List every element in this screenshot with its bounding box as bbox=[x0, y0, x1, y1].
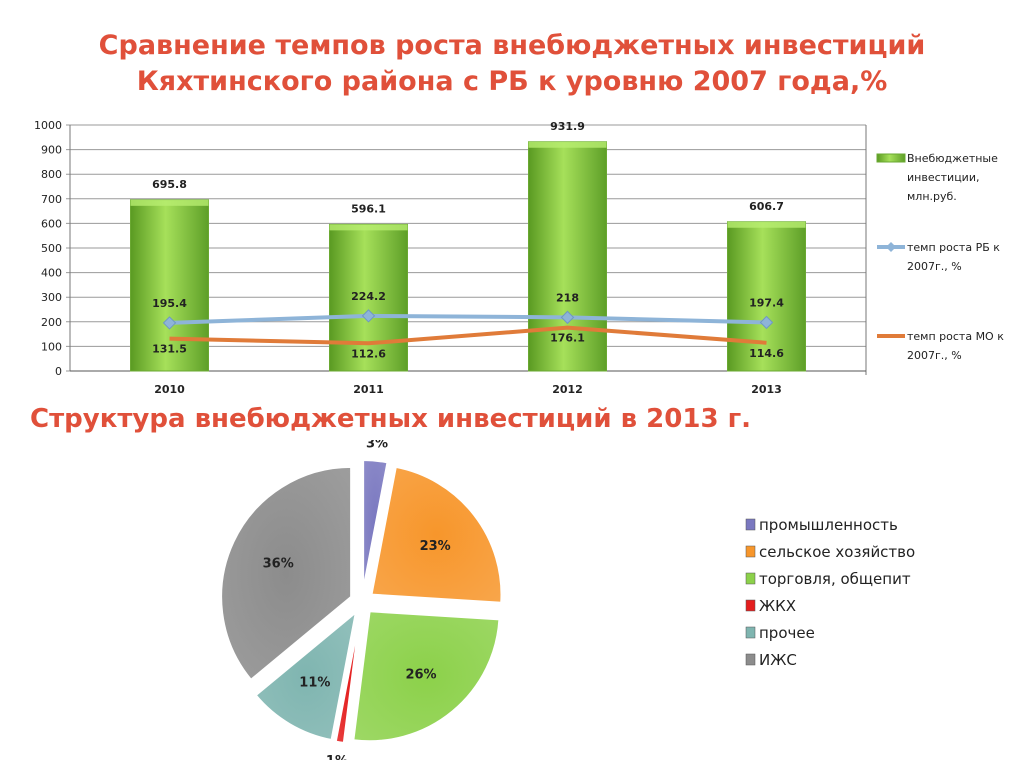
pie-slice-label-2: 26% bbox=[405, 667, 436, 682]
pie-slice-label-1: 23% bbox=[420, 539, 451, 554]
bar-2011 bbox=[329, 223, 408, 372]
line-value-label-rb-2012: 218 bbox=[556, 291, 579, 304]
line-marker-rb-2013 bbox=[759, 315, 774, 330]
pie-legend-swatch-0 bbox=[745, 518, 756, 531]
slide-title-line-1: Сравнение темпов роста внебюджетных инве… bbox=[98, 30, 926, 61]
bar-2012 bbox=[528, 141, 607, 372]
y-tick-label-900: 900 bbox=[41, 144, 62, 157]
pie-slice-2 bbox=[352, 610, 501, 743]
line-value-label-mo-2011: 112.6 bbox=[351, 347, 386, 360]
y-tick-label-700: 700 bbox=[41, 193, 62, 206]
pie-legend-swatch-2 bbox=[745, 572, 756, 585]
bar-value-label-2010: 695.8 bbox=[152, 178, 187, 191]
pie-legend-swatch-1 bbox=[745, 545, 756, 558]
pie-legend-swatch-5 bbox=[745, 653, 756, 666]
pie-legend-label-4: прочее bbox=[759, 624, 815, 642]
line-value-label-rb-2013: 197.4 bbox=[749, 296, 784, 309]
line-marker-rb-2012 bbox=[560, 310, 575, 325]
pie-section-title: Структура внебюджетных инвестиций в 2013… bbox=[30, 404, 752, 434]
pie-slice-label-0: 3% bbox=[366, 440, 388, 452]
pie-legend-label-2: торговля, общепит bbox=[759, 570, 911, 588]
pie-legend-label-3: ЖКХ bbox=[759, 597, 796, 615]
y-tick-label-300: 300 bbox=[41, 291, 62, 304]
bar-top-2012 bbox=[528, 141, 607, 148]
line-value-label-mo-2010: 131.5 bbox=[152, 343, 187, 356]
line-marker-rb-2011 bbox=[361, 309, 376, 323]
y-tick-label-100: 100 bbox=[41, 340, 62, 353]
bar-value-label-2013: 606.7 bbox=[749, 200, 784, 213]
pie-slice-1 bbox=[370, 465, 503, 604]
investment-combo-chart: 0 100 200 300 400 500 600 700 800 900 1000 695.8 596… bbox=[34, 119, 1004, 396]
line-value-label-rb-2010: 195.4 bbox=[152, 297, 187, 310]
line-series-1 bbox=[169, 313, 767, 325]
y-tick-label-500: 500 bbox=[41, 242, 62, 255]
slide-title-line-2: Кяхтинского района с РБ к уровню 2007 го… bbox=[136, 66, 888, 97]
legend-swatch-bar bbox=[876, 153, 906, 163]
pie-slice-label-3: 1% bbox=[326, 754, 348, 760]
pie-slice-label-5: 36% bbox=[263, 557, 294, 572]
pie-slice-3 bbox=[334, 613, 362, 744]
bar-2010 bbox=[130, 199, 209, 372]
bar-value-label-2011: 596.1 bbox=[351, 202, 386, 215]
pie-legend-label-1: сельское хозяйство bbox=[759, 543, 915, 561]
x-tick-label-2011: 2011 bbox=[353, 383, 384, 396]
line-value-label-mo-2013: 114.6 bbox=[749, 347, 784, 360]
y-tick-label-0: 0 bbox=[55, 365, 62, 378]
x-tick-label-2013: 2013 bbox=[751, 383, 782, 396]
line-series-2 bbox=[169, 325, 767, 346]
bar-value-label-2012: 931.9 bbox=[550, 120, 585, 133]
legend-label-1: темп роста РБ к 2007г., % bbox=[907, 241, 1000, 273]
investment-structure-pie: 3% 23% 26% 1% 11% 36% промышленность сельское х… bbox=[220, 440, 915, 760]
y-tick-label-200: 200 bbox=[41, 316, 62, 329]
line-value-label-rb-2011: 224.2 bbox=[351, 290, 386, 303]
pie-slice-label-4: 11% bbox=[299, 676, 330, 691]
pie-legend-label-0: промышленность bbox=[759, 516, 898, 534]
pie-legend-swatch-4 bbox=[745, 626, 756, 639]
legend-label-0: Внебюджетные инвестиции, млн.руб. bbox=[907, 152, 998, 203]
bar-top-2013 bbox=[727, 221, 806, 228]
pie-slice-4 bbox=[254, 609, 358, 742]
y-tick-label-1000: 1000 bbox=[34, 119, 62, 132]
bar-top-2010 bbox=[130, 199, 209, 206]
line-marker-rb-2010 bbox=[162, 316, 177, 330]
bar-top-2011 bbox=[329, 224, 408, 231]
x-tick-label-2012: 2012 bbox=[552, 383, 583, 396]
slide-title: Сравнение темпов роста внебюджетных инве… bbox=[0, 28, 1024, 100]
legend-label-2: темп роста МО к 2007г., % bbox=[907, 330, 1004, 362]
pie-slice-5 bbox=[220, 465, 353, 682]
bar-2013 bbox=[727, 221, 806, 372]
pie-legend-label-5: ИЖС bbox=[759, 651, 797, 669]
y-tick-label-400: 400 bbox=[41, 267, 62, 280]
legend-marker-diamond bbox=[886, 242, 896, 252]
pie-legend-swatch-3 bbox=[745, 599, 756, 612]
pie-slice-0 bbox=[362, 459, 389, 591]
x-tick-label-2010: 2010 bbox=[154, 383, 185, 396]
line-value-label-mo-2012: 176.1 bbox=[550, 332, 585, 345]
y-tick-label-600: 600 bbox=[41, 217, 62, 230]
y-tick-label-800: 800 bbox=[41, 168, 62, 181]
